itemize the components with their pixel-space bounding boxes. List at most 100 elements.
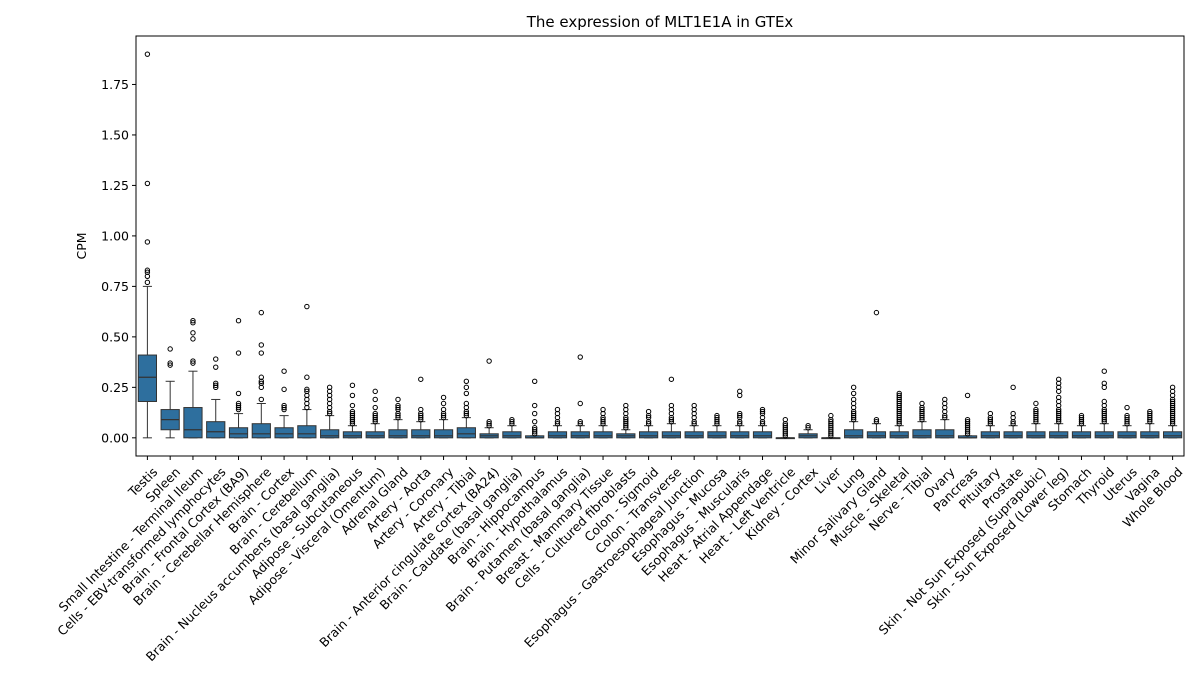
outlier-point xyxy=(964,418,971,425)
box-group xyxy=(160,346,180,439)
outlier-point xyxy=(964,392,971,399)
outlier-point xyxy=(418,376,424,382)
outlier-point xyxy=(668,376,675,382)
box-iqr xyxy=(297,425,317,439)
outlier-point xyxy=(258,342,265,348)
outlier-point xyxy=(349,392,356,399)
outlier-point xyxy=(942,396,948,403)
box-iqr xyxy=(388,429,408,439)
outlier-point xyxy=(395,404,401,411)
outlier-point xyxy=(395,412,401,419)
box-iqr xyxy=(844,429,864,439)
box-iqr xyxy=(456,427,476,439)
outlier-point xyxy=(213,382,219,389)
box-group xyxy=(638,408,659,439)
box-group xyxy=(752,406,773,439)
outlier-point xyxy=(668,416,675,423)
outlier-point xyxy=(873,418,880,425)
outlier-point xyxy=(645,414,652,421)
outlier-point xyxy=(349,408,356,415)
outlier-point xyxy=(782,416,789,423)
outlier-point xyxy=(577,420,583,427)
box-iqr xyxy=(730,431,750,439)
outlier-point xyxy=(873,416,880,423)
outlier-point xyxy=(235,318,242,324)
box-iqr xyxy=(342,431,363,439)
box-iqr xyxy=(433,429,454,439)
outlier-point xyxy=(235,400,242,407)
outlier-point xyxy=(190,330,196,336)
outlier-point xyxy=(418,412,424,419)
box-iqr xyxy=(547,431,568,439)
outlier-point xyxy=(645,420,652,427)
outlier-point xyxy=(1147,410,1153,417)
outlier-point xyxy=(144,279,151,286)
box-group xyxy=(479,358,499,439)
outlier-point xyxy=(486,420,492,427)
y-tick-label: 0.00 xyxy=(101,430,129,445)
box-group xyxy=(388,396,408,439)
box-iqr xyxy=(411,429,431,439)
outlier-point xyxy=(463,384,470,391)
box-group xyxy=(980,410,1000,439)
box-group xyxy=(456,378,476,439)
outlier-point xyxy=(167,346,173,352)
outlier-point xyxy=(919,400,925,407)
outlier-point xyxy=(531,378,538,384)
outlier-point xyxy=(1124,414,1130,421)
y-axis-label: CPM xyxy=(74,232,89,259)
box-iqr xyxy=(137,354,158,402)
outlier-point xyxy=(304,388,310,395)
outlier-point xyxy=(805,425,811,431)
outlier-point xyxy=(486,418,492,425)
outlier-point xyxy=(258,350,265,356)
outlier-point xyxy=(782,423,789,429)
outlier-point xyxy=(691,402,697,409)
box-group xyxy=(684,402,704,439)
outlier-point xyxy=(190,336,196,342)
box-iqr xyxy=(1049,431,1069,439)
outlier-point xyxy=(531,402,538,409)
outlier-point xyxy=(372,412,378,419)
outlier-point xyxy=(850,410,857,417)
box-group xyxy=(297,303,317,439)
outlier-point xyxy=(1055,408,1062,415)
box-group xyxy=(251,309,271,439)
outlier-point xyxy=(213,356,219,362)
box-iqr xyxy=(752,431,773,439)
outlier-point xyxy=(1033,408,1039,415)
outlier-point xyxy=(1169,398,1176,405)
outlier-point xyxy=(440,406,447,413)
outlier-point xyxy=(372,388,378,395)
box-group xyxy=(411,376,431,439)
outlier-point xyxy=(418,406,424,413)
outlier-point xyxy=(577,354,583,360)
outlier-point xyxy=(896,392,902,399)
outlier-point xyxy=(850,384,857,391)
outlier-point xyxy=(577,418,583,425)
box-group xyxy=(866,309,887,439)
outlier-point xyxy=(600,416,606,423)
box-group xyxy=(1026,400,1046,439)
boxes xyxy=(137,51,1183,440)
outlier-point xyxy=(1010,384,1016,391)
outlier-point xyxy=(737,388,743,395)
outlier-point xyxy=(235,350,242,356)
box-group xyxy=(320,384,340,439)
box-iqr xyxy=(1026,431,1046,439)
outlier-point xyxy=(1055,376,1062,382)
outlier-point xyxy=(395,402,401,409)
outlier-point xyxy=(1101,408,1107,415)
box-group xyxy=(730,388,750,439)
outlier-point xyxy=(1078,412,1085,419)
outlier-point xyxy=(144,239,151,245)
chart-title: The expression of MLT1E1A in GTEx xyxy=(526,13,794,31)
box-group xyxy=(342,382,363,439)
box-group xyxy=(593,406,613,439)
outlier-point xyxy=(190,360,196,366)
box-iqr xyxy=(912,429,932,439)
outlier-point xyxy=(326,410,333,417)
y-axis: 0.00 0.25 0.50 0.75 1.00 1.25 1.50 1.75 xyxy=(101,77,136,445)
